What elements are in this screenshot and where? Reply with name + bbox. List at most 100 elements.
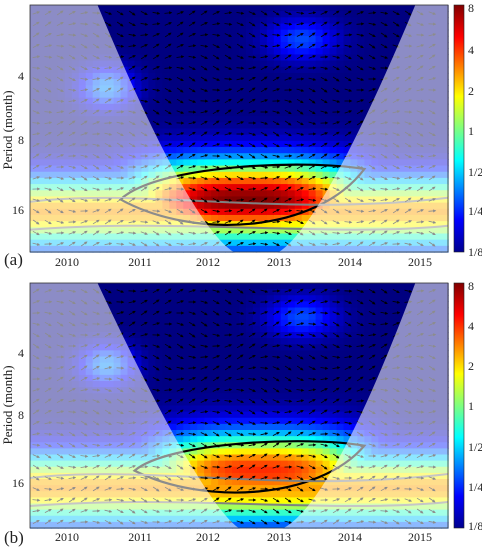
heatmap-cell (301, 60, 310, 68)
phase-arrow (308, 121, 317, 125)
heatmap-cell (294, 301, 303, 309)
heatmap-cell (329, 344, 338, 351)
phase-arrow (392, 11, 400, 15)
heatmap-cell (315, 356, 324, 364)
phase-arrow (308, 98, 316, 104)
heatmap-cell (329, 436, 338, 443)
phase-arrow (248, 110, 257, 114)
heatmap-cell (162, 5, 170, 12)
heatmap-cell (162, 307, 170, 315)
heatmap-cell (127, 325, 136, 333)
heatmap-cell (211, 79, 219, 86)
heatmap-cell (364, 11, 372, 18)
heatmap-cell (211, 448, 219, 456)
phase-arrow (320, 44, 329, 48)
heatmap-cell (322, 140, 331, 148)
heatmap-cell (239, 521, 247, 529)
heatmap-cell (364, 23, 372, 31)
heatmap-cell (239, 29, 247, 37)
panel-a-label: (a) (4, 250, 23, 269)
heatmap-cell (232, 109, 240, 117)
heatmap-cell (280, 405, 289, 413)
heatmap-cell (252, 307, 261, 315)
heatmap-cell (239, 344, 247, 351)
heatmap-cell (329, 283, 338, 290)
heatmap-cell (287, 103, 296, 111)
heatmap-cell (252, 233, 261, 241)
heatmap-cell (197, 472, 205, 480)
heatmap-cell (252, 134, 261, 142)
heatmap-cell (308, 103, 317, 111)
heatmap-cell (336, 399, 345, 407)
heatmap-cell (232, 399, 240, 407)
heatmap-cell (176, 423, 184, 431)
heatmap-cell (252, 423, 261, 431)
heatmap-cell (336, 283, 345, 290)
heatmap-cell (218, 381, 226, 388)
heatmap-cell (239, 399, 247, 407)
heatmap-cell (301, 29, 310, 37)
phase-arrow (152, 43, 160, 49)
heatmap-cell (259, 184, 268, 191)
phase-arrow (284, 165, 293, 169)
heatmap-cell (176, 417, 184, 425)
heatmap-cell (266, 485, 275, 492)
heatmap-cell (169, 338, 177, 345)
heatmap-cell (371, 29, 379, 37)
heatmap-cell (148, 29, 156, 37)
phase-arrow (212, 54, 220, 60)
phase-arrow (200, 55, 208, 59)
heatmap-cell (252, 227, 261, 235)
heatmap-cell (245, 381, 254, 388)
heatmap-cell (273, 17, 282, 25)
heatmap-cell (204, 374, 212, 382)
heatmap-cell (245, 214, 254, 222)
heatmap-cell (113, 29, 122, 37)
heatmap-cell (336, 313, 345, 321)
phase-arrow (284, 109, 292, 115)
heatmap-cell (315, 17, 324, 25)
heatmap-cell (155, 103, 163, 111)
heatmap-cell (392, 17, 400, 25)
heatmap-cell (287, 11, 296, 18)
heatmap-cell (183, 411, 191, 419)
heatmap-cell (266, 48, 275, 55)
heatmap-cell (239, 153, 247, 160)
heatmap-cell (127, 72, 136, 80)
heatmap-cell (162, 66, 170, 74)
phase-arrow (320, 176, 329, 180)
phase-arrow (332, 87, 340, 93)
heatmap-cell (315, 295, 324, 302)
phase-arrow (224, 175, 232, 181)
heatmap-cell (266, 521, 275, 529)
heatmap-cell (197, 307, 205, 315)
heatmap-cell (315, 307, 324, 315)
heatmap-cell (322, 313, 331, 321)
phase-arrow (260, 131, 268, 137)
heatmap-cell (232, 356, 240, 364)
heatmap-cell (232, 116, 240, 123)
phase-arrow (248, 21, 256, 27)
heatmap-cell (225, 368, 233, 376)
heatmap-cell (141, 48, 150, 55)
heatmap-cell (287, 48, 296, 55)
heatmap-cell (183, 60, 191, 68)
heatmap-cell (315, 423, 324, 431)
heatmap-cell (245, 417, 254, 425)
heatmap-cell (259, 436, 268, 443)
heatmap-cell (120, 332, 129, 339)
phase-arrow (368, 43, 376, 49)
heatmap-cell (204, 29, 212, 37)
heatmap-cell (211, 91, 219, 99)
heatmap-cell (176, 289, 184, 296)
heatmap-cell (371, 54, 379, 62)
heatmap-cell (301, 190, 310, 198)
heatmap-cell (266, 381, 275, 388)
heatmap-cell (127, 313, 136, 321)
heatmap-cell (245, 23, 254, 31)
heatmap-cell (225, 417, 233, 425)
heatmap-cell (239, 147, 247, 154)
heatmap-cell (273, 60, 282, 68)
heatmap-cell (280, 430, 289, 437)
heatmap-cell (350, 29, 359, 37)
